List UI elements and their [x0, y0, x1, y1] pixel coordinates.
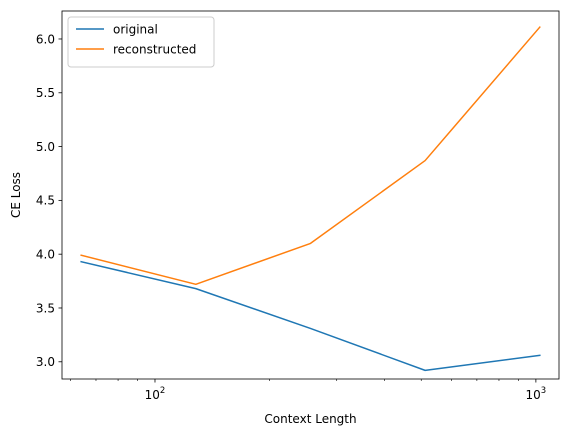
y-tick-label: 4.5 — [36, 194, 55, 208]
x-tick-label: 102 — [145, 386, 166, 402]
plot-area — [62, 11, 559, 379]
x-tick-label: 103 — [526, 386, 547, 402]
legend-box — [67, 16, 215, 68]
y-tick-label: 5.0 — [36, 140, 55, 154]
axes-frame — [61, 10, 560, 380]
y-tick-label: 3.0 — [36, 355, 55, 369]
x-tick-label-exponent: 2 — [160, 386, 165, 396]
series-line-original — [80, 260, 541, 372]
y-tick-label: 5.5 — [36, 86, 55, 100]
legend: original reconstructed — [67, 16, 215, 68]
x-tick-label-base: 10 — [145, 388, 160, 402]
y-tick-label: 6.0 — [36, 32, 55, 46]
x-axis-label: Context Length — [264, 412, 356, 426]
series-line-reconstructed — [80, 26, 541, 286]
y-tick-label: 3.5 — [36, 301, 55, 315]
y-axis-label: CE Loss — [9, 172, 23, 218]
legend-label-original: original — [113, 23, 158, 37]
legend-label-reconstructed: reconstructed — [113, 43, 196, 57]
y-tick-label: 4.0 — [36, 247, 55, 261]
x-tick-label-base: 10 — [526, 388, 541, 402]
x-tick-label-exponent: 3 — [541, 386, 546, 396]
axes-spines — [61, 10, 560, 380]
series-layer — [80, 26, 541, 372]
